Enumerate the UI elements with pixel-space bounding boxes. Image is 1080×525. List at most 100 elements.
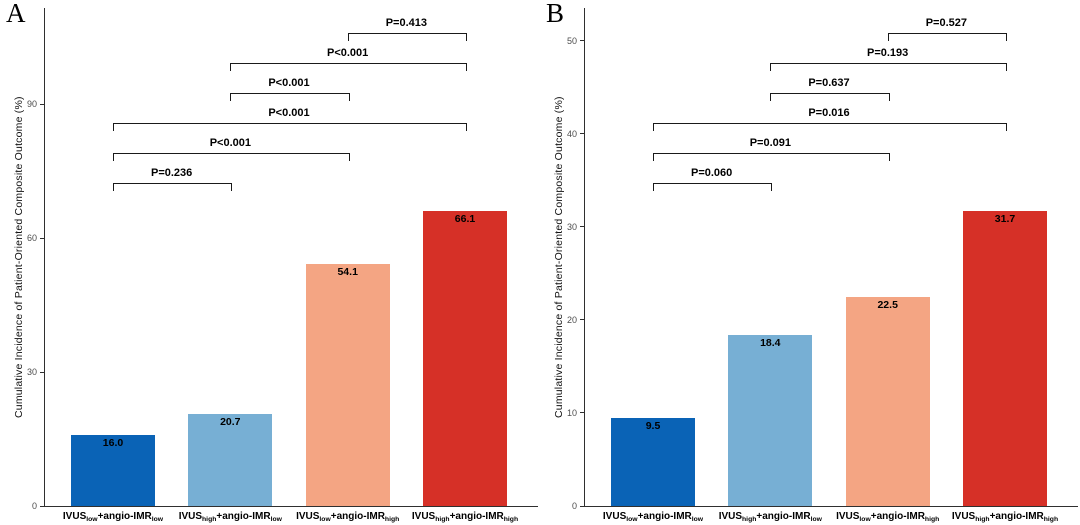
significance-bracket (770, 63, 1007, 71)
y-axis-tick (580, 40, 584, 42)
y-axis-tick (580, 319, 584, 321)
subscript: high (924, 515, 940, 523)
significance-bracket (113, 183, 233, 191)
plot-area-b: 0 10 20 30 40 50 9.5 IVUSlow+angio-IMRlow 18.4 IV… (567, 8, 1078, 523)
y-axis-tick-label: 10 (566, 407, 577, 418)
y-axis-tick (40, 505, 44, 507)
x-category-label: IVUShigh+angio-IMRhigh (930, 511, 1080, 523)
x-category-label: IVUSlow+angio-IMRhigh (813, 511, 963, 523)
subscript: low (626, 515, 638, 523)
panel-a: A Cumulative Incidence of Patient-Orient… (6, 0, 538, 523)
y-axis-tick (40, 237, 44, 239)
y-axis-tick-label: 50 (566, 35, 577, 46)
bar-value-label: 18.4 (760, 336, 781, 349)
bar: 31.7 (963, 210, 1047, 506)
text-segment: IVUS (602, 511, 627, 522)
text-segment: +angio-IMR (97, 511, 152, 522)
significance-bracket (653, 153, 890, 161)
bar: 66.1 (423, 210, 507, 506)
significance-bracket (230, 93, 350, 101)
text-segment: IVUS (178, 511, 203, 522)
panel-b-letter: B (546, 0, 565, 28)
y-axis-tick (40, 103, 44, 105)
subscript: low (810, 515, 822, 523)
x-category-label: IVUSlow+angio-IMRlow (38, 511, 188, 523)
y-axis-tick-label: 20 (566, 314, 577, 325)
significance-bracket (113, 153, 350, 161)
p-value-label: P=0.413 (385, 17, 427, 29)
y-axis-tick-label: 30 (566, 221, 577, 232)
subscript: high (503, 515, 519, 523)
x-category-label: IVUSlow+angio-IMRlow (578, 511, 728, 523)
significance-bracket (230, 63, 467, 71)
significance-bracket (113, 123, 467, 131)
subscript: low (691, 515, 704, 523)
bar-value-label: 20.7 (220, 415, 241, 428)
subscript: high (384, 515, 400, 523)
y-axis-tick-label: 60 (26, 233, 37, 244)
bar: 16.0 (71, 434, 155, 506)
text-segment: IVUS (718, 511, 743, 522)
text-segment: IVUS (411, 511, 436, 522)
text-segment: IVUS (296, 511, 320, 522)
p-value-label: P=0.637 (808, 77, 850, 89)
panel-b: B Cumulative Incidence of Patient-Orient… (540, 0, 1080, 525)
text-segment: +angio-IMR (216, 511, 271, 522)
x-category-label: IVUShigh+angio-IMRlow (155, 511, 305, 523)
bar: 9.5 (611, 417, 695, 506)
bar: 20.7 (188, 413, 273, 506)
text-segment: IVUS (62, 511, 87, 522)
significance-bracket (770, 93, 890, 101)
subscript: low (270, 515, 282, 523)
subscript: low (319, 515, 331, 523)
bar-value-label: 9.5 (645, 419, 661, 432)
bar-value-label: 66.1 (454, 212, 476, 225)
bar: 54.1 (305, 264, 390, 506)
y-axis-tick (40, 371, 44, 373)
significance-bracket (887, 33, 1007, 41)
text-segment: IVUS (836, 511, 860, 522)
subscript: low (859, 515, 871, 523)
significance-bracket (653, 123, 1007, 131)
y-axis-tick-label: 40 (566, 128, 577, 139)
panel-a-letter: A (6, 0, 26, 28)
p-value-label: P=0.016 (808, 107, 850, 119)
bar: 18.4 (728, 334, 813, 506)
y-axis-title: Cumulative Incidence of Patient-Oriented… (13, 96, 25, 418)
y-axis-tick-label: 0 (571, 501, 577, 511)
subscript: high (1043, 515, 1059, 523)
subscript: high (975, 515, 990, 523)
text-segment: +angio-IMR (637, 511, 692, 522)
y-axis-tick-label: 0 (31, 501, 37, 511)
significance-bracket (653, 183, 773, 191)
bar-value-label: 54.1 (337, 266, 358, 279)
subscript: high (202, 515, 217, 523)
subscript: low (151, 515, 164, 523)
p-value-label: P=0.236 (151, 167, 193, 179)
p-value-label: P=0.193 (866, 47, 909, 59)
y-axis-tick (580, 133, 584, 135)
text-segment: +angio-IMR (449, 511, 504, 522)
p-value-label: P<0.001 (326, 47, 369, 59)
p-value-label: P<0.001 (268, 77, 310, 89)
text-segment: IVUS (951, 511, 976, 522)
p-value-label: P=0.091 (749, 137, 791, 149)
y-axis-tick (580, 412, 584, 414)
p-value-label: P<0.001 (268, 107, 310, 119)
p-value-label: P=0.060 (691, 167, 733, 179)
bar: 22.5 (845, 296, 930, 506)
text-segment: +angio-IMR (756, 511, 811, 522)
text-segment: +angio-IMR (330, 511, 385, 522)
significance-bracket (347, 33, 467, 41)
x-category-label: IVUShigh+angio-IMRhigh (390, 511, 540, 523)
plot-area-a: 0 30 60 90 16.0 IVUSlow+angio-IMRlow 20.7 IVUSh… (27, 8, 538, 523)
subscript: high (742, 515, 757, 523)
p-value-label: P<0.001 (209, 137, 251, 149)
y-axis-tick-label: 30 (26, 367, 37, 377)
bar-value-label: 31.7 (994, 212, 1016, 225)
y-axis-title: Cumulative Incidence of Patient-Oriented… (553, 96, 565, 418)
y-axis-tick (580, 505, 584, 507)
subscript: low (86, 515, 98, 523)
x-category-label: IVUSlow+angio-IMRhigh (273, 511, 423, 523)
p-value-label: P=0.527 (925, 17, 967, 29)
